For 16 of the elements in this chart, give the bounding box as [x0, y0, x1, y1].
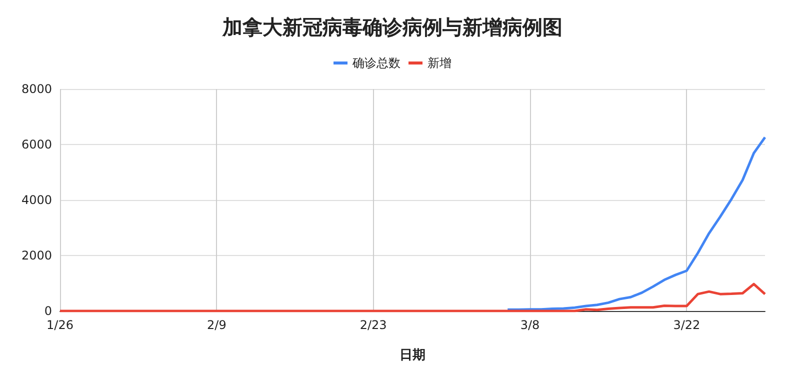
line-series	[506, 136, 766, 311]
legend-label: 确诊总数	[352, 56, 400, 70]
x-tick-label: 1/26	[46, 318, 74, 332]
y-tick-label: 0	[44, 304, 52, 318]
line-series	[58, 282, 766, 312]
chart-title: 加拿大新冠病毒确诊病例与新增病例图	[222, 15, 562, 39]
y-tick-label: 8000	[21, 82, 52, 96]
legend-label: 新增	[428, 56, 452, 70]
y-tick-label: 4000	[21, 193, 52, 207]
x-tick-label: 3/22	[673, 318, 700, 332]
x-tick-label: 2/23	[360, 318, 387, 332]
x-tick-label: 2/9	[207, 318, 226, 332]
y-tick-label: 2000	[21, 248, 52, 262]
x-axis-title: 日期	[400, 348, 426, 363]
y-tick-label: 6000	[21, 138, 52, 152]
x-tick-label: 3/8	[520, 318, 540, 332]
